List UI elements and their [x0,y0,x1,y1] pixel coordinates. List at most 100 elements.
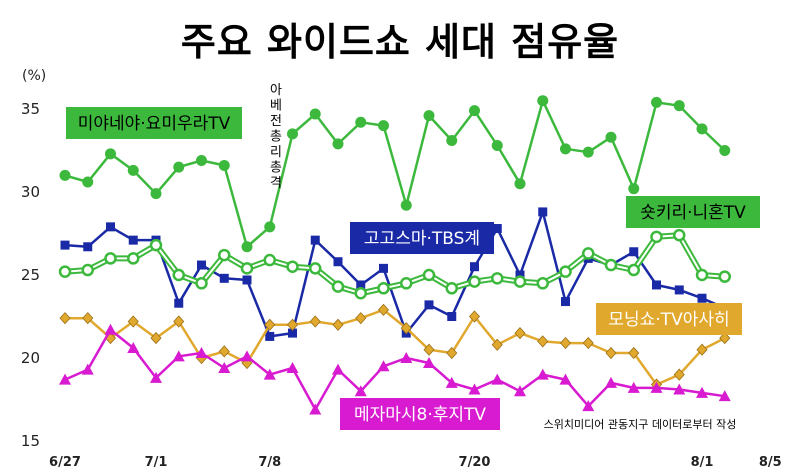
data-point [447,312,457,321]
data-point [491,373,504,385]
series-line [64,99,726,249]
data-point [605,346,617,360]
data-point [355,116,367,128]
data-point [173,315,185,328]
data-point [150,331,162,345]
data-point [627,263,640,277]
data-point [424,300,434,310]
data-point [288,328,297,338]
data-point [695,268,709,282]
data-point [287,128,298,140]
data-point [605,131,617,143]
data-point [468,310,481,323]
x-tick-label: 8/1 [691,455,714,470]
annotation-char: 격 [270,176,282,191]
data-point [719,331,731,345]
data-point [582,146,594,158]
data-point [354,287,367,300]
data-point [286,361,299,373]
data-point [356,280,366,290]
data-point [673,368,685,381]
data-point [105,148,116,160]
x-axis-ticks: 6/27 7/1 7/8 7/20 8/1 8/5 [49,455,782,470]
data-point [628,183,640,195]
data-point [286,260,299,273]
data-point [515,270,525,280]
annotation-char: 총 [270,130,282,145]
annotation-char: 전 [270,114,282,129]
series-0 [59,95,731,253]
data-point [127,164,139,176]
data-point [673,383,686,395]
data-point [241,241,253,253]
data-point [241,350,253,362]
data-point [514,385,526,397]
data-point [582,400,595,412]
data-point [172,268,185,282]
data-point [218,248,231,262]
data-point [559,336,572,350]
data-point [242,275,252,285]
data-point [354,385,367,397]
data-point [537,95,549,107]
data-point [104,252,117,265]
data-point [83,242,93,252]
x-tick-label: 6/27 [49,455,81,470]
data-point [173,161,185,173]
data-point [309,262,322,275]
data-point [59,312,71,325]
data-point [377,303,390,316]
data-point [377,282,390,295]
data-point [310,235,320,245]
data-point [240,262,254,275]
y-tick-label: 35 [21,100,40,118]
data-point [59,373,71,385]
data-point [469,105,480,117]
data-point [355,312,367,325]
annotation-char: 리 [270,145,282,160]
data-point [561,297,570,307]
data-point [445,376,458,388]
data-point [378,120,389,132]
source-note: 스위치미디어 관동지구 데이터로부터 작성 [544,418,737,431]
data-point [82,176,94,188]
data-point [514,178,526,190]
series-group [58,95,731,415]
data-point [127,342,140,354]
data-point [377,360,390,372]
data-point [718,270,731,283]
data-point [696,386,708,398]
morning-label: 모닝쇼·TV아사히 [608,310,729,330]
gogosuma-label-box [350,222,494,254]
data-point [331,280,345,293]
data-point [629,247,639,257]
data-point [423,110,435,122]
data-point [468,275,481,288]
data-point [468,383,481,395]
x-tick-label: 7/1 [145,455,168,470]
data-point [422,268,436,282]
data-point [81,263,94,277]
data-point [81,363,94,375]
data-point [127,252,140,265]
data-point [263,253,276,267]
data-point [491,140,503,152]
data-point [446,135,458,147]
mezamashi-label-box [340,398,500,430]
data-point [219,273,229,283]
data-point [537,335,549,348]
data-point [650,230,663,244]
sukkiri-label: 숏키리·니혼TV [640,203,746,223]
data-point [400,277,413,290]
data-point [650,381,663,393]
series-4 [59,323,731,415]
data-point [696,123,708,135]
data-point [400,352,413,363]
data-point [627,381,640,393]
data-point [674,285,684,295]
data-point [264,221,276,233]
data-point [309,108,321,120]
data-point [332,318,344,331]
